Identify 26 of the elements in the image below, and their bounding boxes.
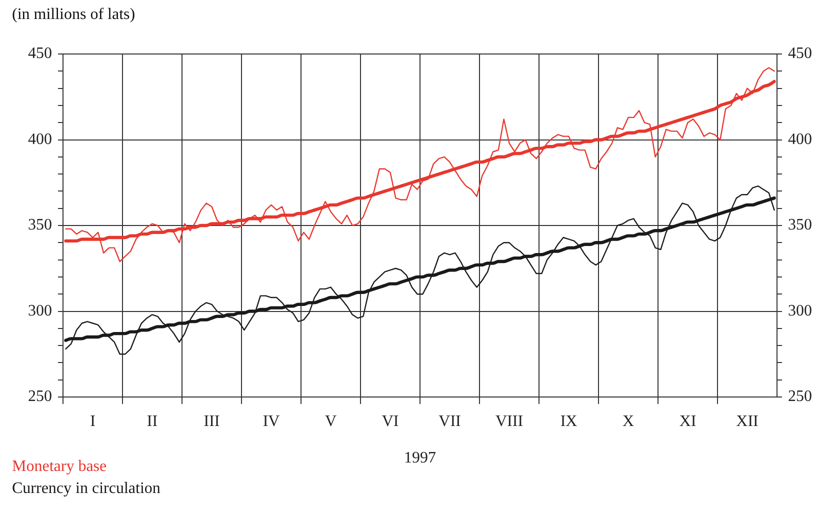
- x-tick-label: VII: [438, 412, 461, 430]
- y-tick-label: 300: [28, 302, 52, 320]
- text: Currency in circulation: [12, 479, 160, 499]
- y-tick-label: 400: [28, 130, 52, 148]
- x-tick-label: IX: [560, 412, 578, 430]
- y-axis-title: (in millions of lats): [12, 6, 136, 24]
- x-tick-label: III: [204, 412, 220, 430]
- y-tick-label: 250: [28, 388, 52, 406]
- x-axis-title: 1997: [404, 450, 436, 467]
- y2-tick-label: 350: [788, 216, 812, 234]
- x-tick-label: I: [90, 412, 96, 430]
- x-tick-label: VI: [382, 412, 399, 430]
- x-tick-label: V: [324, 412, 337, 430]
- y2-tick-label: 300: [788, 302, 812, 320]
- x-tick-label: XI: [679, 412, 696, 430]
- text: Monetary base: [12, 457, 108, 477]
- x-tick-label: IV: [262, 412, 280, 430]
- y2-tick-label: 450: [788, 45, 812, 62]
- y-tick-label: 350: [28, 216, 52, 234]
- x-tick-label: XII: [736, 412, 758, 430]
- x-tick-label: II: [146, 412, 158, 430]
- y-tick-label: 450: [28, 45, 52, 62]
- x-tick-label: VIII: [495, 412, 524, 430]
- y2-tick-label: 400: [788, 130, 812, 148]
- x-tick-label: X: [622, 412, 634, 430]
- y2-tick-label: 250: [788, 388, 812, 406]
